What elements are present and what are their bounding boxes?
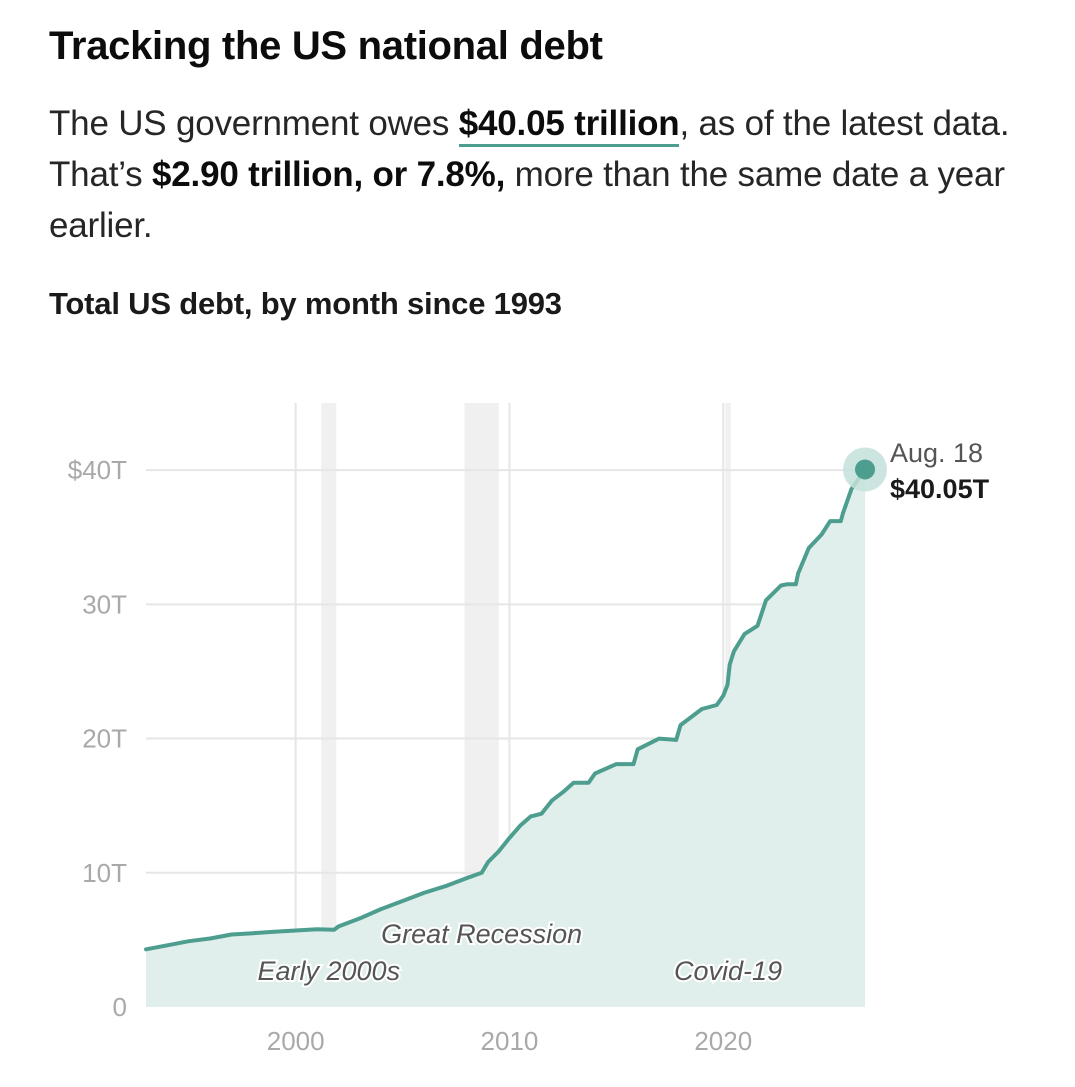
y-tick-label-2: 20T	[82, 724, 127, 754]
latest-value-label: $40.05T	[890, 474, 990, 504]
x-axis-ticks: 2000 2010 2020	[267, 1026, 752, 1056]
debt-area	[146, 469, 865, 1007]
latest-value-marker: Aug. 18 $40.05T	[843, 438, 990, 504]
latest-value-dot	[855, 459, 875, 480]
debt-amount-highlight: $40.05 trillion	[458, 104, 680, 147]
chart-title: Total US debt, by month since 1993	[49, 286, 562, 321]
y-tick-label-3: 30T	[82, 589, 127, 619]
y-axis-ticks: 0 10T 20T 30T $40T	[68, 455, 127, 1022]
debt-summary: The US government owes $40.05 trillion, …	[49, 98, 1039, 251]
x-tick-label-2: 2020	[694, 1026, 752, 1056]
summary-text-1: The US government owes	[49, 104, 459, 143]
x-tick-label-0: 2000	[267, 1026, 325, 1056]
recession-band-0	[321, 403, 337, 1007]
y-tick-label-1: 10T	[82, 858, 127, 888]
recession-label-0: Early 2000s	[257, 956, 400, 986]
debt-change-highlight: $2.90 trillion, or 7.8%,	[152, 155, 506, 194]
recession-labels: Early 2000s Great Recession Covid-19	[255, 917, 784, 988]
y-tick-label-4: $40T	[68, 455, 127, 485]
latest-date-label: Aug. 18	[890, 438, 983, 468]
recession-label-2: Covid-19	[674, 956, 782, 986]
summary-text-2: , as of the latest data. That’s	[49, 104, 1010, 194]
summary-text-3: more than the same date a year earlier.	[49, 155, 1005, 245]
x-tick-label-1: 2010	[481, 1026, 539, 1056]
page-title: Tracking the US national debt	[49, 24, 603, 68]
debt-line	[144, 467, 867, 952]
y-tick-label-0: 0	[113, 992, 127, 1022]
recession-label-1: Great Recession	[381, 919, 582, 949]
